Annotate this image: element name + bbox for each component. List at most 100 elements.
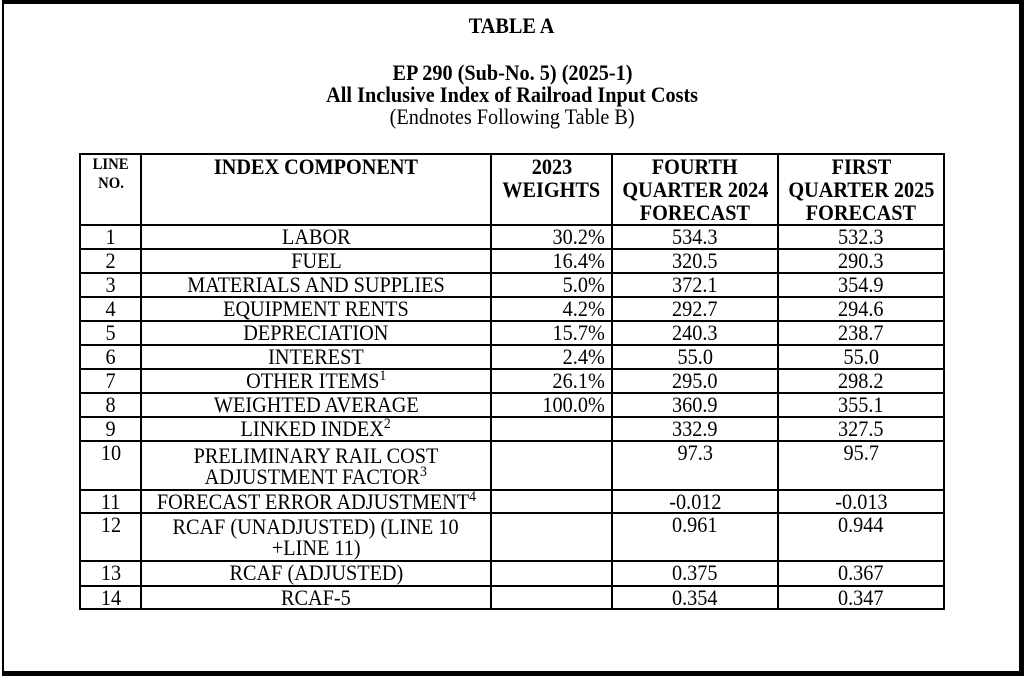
cell-q1-2025-line-9: 327.5	[777, 416, 945, 442]
cell-q4-2024-line-11: -0.012	[611, 489, 779, 514]
table-row-line-7: 7 OTHER ITEMS1 26.1% 295.0 298.2	[79, 368, 945, 394]
component-line: MATERIALS AND SUPPLIES	[187, 273, 445, 297]
table-row-line-5: 5 DEPRECIATION 15.7% 240.3 238.7	[79, 320, 945, 346]
cell-q1-2025-line-14: 0.347	[777, 585, 945, 610]
cell-q1-2025-line-8: 355.1	[777, 392, 945, 418]
component-line: PRELIMINARY RAIL COST	[193, 442, 439, 468]
table-row-line-6: 6 INTEREST 2.4% 55.0 55.0	[79, 344, 945, 370]
cell-q1-2025-line-3: 354.9	[777, 272, 945, 298]
column-header-component: INDEX COMPONENT	[140, 153, 492, 226]
cell-q4-2024-line-4: 292.7	[611, 296, 779, 322]
cell-q4-2024-line-5: 240.3	[611, 320, 779, 346]
component-line: WEIGHTED AVERAGE	[213, 393, 419, 417]
column-header-line: NO.	[97, 175, 124, 192]
component-line: LINKED INDEX2	[240, 417, 392, 441]
column-header-line: WEIGHTS	[502, 177, 601, 202]
cell-q1-2025-line-10: 95.7	[777, 440, 945, 491]
cell-q4-2024-line-6: 55.0	[611, 344, 779, 370]
cell-q4-2024-line-9: 332.9	[611, 416, 779, 442]
cell-q4-2024-line-13: 0.375	[611, 560, 779, 587]
column-header-line: QUARTER 2024	[621, 177, 769, 202]
component-line: FUEL	[290, 249, 342, 273]
cell-line-no-line-5: 5	[79, 320, 142, 346]
component-line: +LINE 11)	[271, 535, 361, 560]
cell-q1-2025-line-2: 290.3	[777, 248, 945, 274]
component-line: LABOR	[281, 225, 351, 249]
cell-q4-2024-line-14: 0.354	[611, 585, 779, 610]
cell-q4-2024-line-2: 320.5	[611, 248, 779, 274]
cell-component-line-6: INTEREST	[140, 344, 492, 370]
column-header-line: 2023	[531, 154, 572, 179]
column-header-line: FORECAST	[639, 200, 751, 225]
cell-weights-line-11	[490, 489, 613, 514]
cell-line-no-line-14: 14	[79, 585, 142, 610]
cell-weights-line-7: 26.1%	[490, 368, 613, 394]
component-line: INTEREST	[268, 345, 364, 369]
cell-q4-2024-line-12: 0.961	[611, 512, 779, 562]
table-row-line-13: 13 RCAF (ADJUSTED) 0.375 0.367	[79, 560, 945, 587]
footnote-superscript: 3	[420, 463, 428, 480]
cell-weights-line-12	[490, 512, 613, 562]
cell-line-no-line-9: 9	[79, 416, 142, 442]
cell-component-line-2: FUEL	[140, 248, 492, 274]
cell-line-no-line-6: 6	[79, 344, 142, 370]
cell-weights-line-3: 5.0%	[490, 272, 613, 298]
cell-q4-2024-line-8: 360.9	[611, 392, 779, 418]
cell-component-line-3: MATERIALS AND SUPPLIES	[140, 272, 492, 298]
column-header-line: FIRST	[831, 154, 891, 179]
cell-weights-line-2: 16.4%	[490, 248, 613, 274]
cell-q1-2025-line-7: 298.2	[777, 368, 945, 394]
cell-weights-line-6: 2.4%	[490, 344, 613, 370]
component-line: OTHER ITEMS1	[245, 369, 387, 393]
index-table: LINE NO. INDEX COMPONENT 2023 WEIGHTS FOURTH Q…	[79, 153, 945, 610]
table-header: LINE NO. INDEX COMPONENT 2023 WEIGHTS FOURTH Q…	[79, 153, 945, 226]
cell-line-no-line-8: 8	[79, 392, 142, 418]
footnote-superscript: 4	[468, 490, 476, 505]
table-row-line-9: 9 LINKED INDEX2 332.9 327.5	[79, 416, 945, 442]
table-label: TABLE A	[469, 13, 555, 38]
cell-weights-line-9	[490, 416, 613, 442]
cell-component-line-7: OTHER ITEMS1	[140, 368, 492, 394]
column-header-line: FORECAST	[805, 200, 917, 225]
cell-weights-line-13	[490, 560, 613, 587]
component-line: RCAF (ADJUSTED)	[229, 561, 403, 585]
title-block: EP 290 (Sub-No. 5) (2025-1) All Inclusiv…	[0, 62, 1024, 128]
table-row-line-1: 1 LABOR 30.2% 534.3 532.3	[79, 224, 945, 250]
cell-component-line-14: RCAF-5	[140, 585, 492, 610]
cell-component-line-9: LINKED INDEX2	[140, 416, 492, 442]
table-row-line-4: 4 EQUIPMENT RENTS 4.2% 292.7 294.6	[79, 296, 945, 322]
cell-line-no-line-11: 11	[79, 489, 142, 514]
cell-line-no-line-2: 2	[79, 248, 142, 274]
column-header-line: INDEX COMPONENT	[213, 154, 419, 179]
cell-q1-2025-line-1: 532.3	[777, 224, 945, 250]
cell-line-no-line-1: 1	[79, 224, 142, 250]
column-header-q1-2025: FIRST QUARTER 2025 FORECAST	[777, 153, 945, 226]
column-header-weights: 2023 WEIGHTS	[490, 153, 613, 226]
table-row-line-14: 14 RCAF-5 0.354 0.347	[79, 585, 945, 610]
cell-q1-2025-line-11: -0.013	[777, 489, 945, 514]
column-header-line: FOURTH	[652, 154, 738, 179]
cell-component-line-8: WEIGHTED AVERAGE	[140, 392, 492, 418]
component-line: DEPRECIATION	[243, 321, 389, 345]
table-body: 1 LABOR 30.2% 534.3 532.3 2 FUEL 16.4% 320.5 290.…	[79, 224, 945, 610]
component-line: RCAF (UNADJUSTED) (LINE 10	[172, 514, 460, 539]
docket-line: EP 290 (Sub-No. 5) (2025-1)	[391, 60, 633, 85]
cell-weights-line-14	[490, 585, 613, 610]
cell-q1-2025-line-6: 55.0	[777, 344, 945, 370]
cell-q1-2025-line-13: 0.367	[777, 560, 945, 587]
cell-line-no-line-10: 10	[79, 440, 142, 491]
cell-component-line-11: FORECAST ERROR ADJUSTMENT4	[140, 489, 492, 514]
table-row-line-12: 12 RCAF (UNADJUSTED) (LINE 10 +LINE 11) 0.9…	[79, 512, 945, 562]
cell-q4-2024-line-3: 372.1	[611, 272, 779, 298]
cell-weights-line-1: 30.2%	[490, 224, 613, 250]
cell-weights-line-4: 4.2%	[490, 296, 613, 322]
cell-weights-line-8: 100.0%	[490, 392, 613, 418]
component-line: RCAF-5	[281, 586, 351, 609]
cell-component-line-10: PRELIMINARY RAIL COST ADJUSTMENT FACTOR3	[140, 440, 492, 491]
column-header-line: LINE	[92, 156, 129, 173]
footnote-superscript: 1	[379, 369, 387, 384]
cell-q4-2024-line-1: 534.3	[611, 224, 779, 250]
cell-component-line-4: EQUIPMENT RENTS	[140, 296, 492, 322]
cell-q4-2024-line-10: 97.3	[611, 440, 779, 491]
cell-component-line-12: RCAF (UNADJUSTED) (LINE 10 +LINE 11)	[140, 512, 492, 562]
